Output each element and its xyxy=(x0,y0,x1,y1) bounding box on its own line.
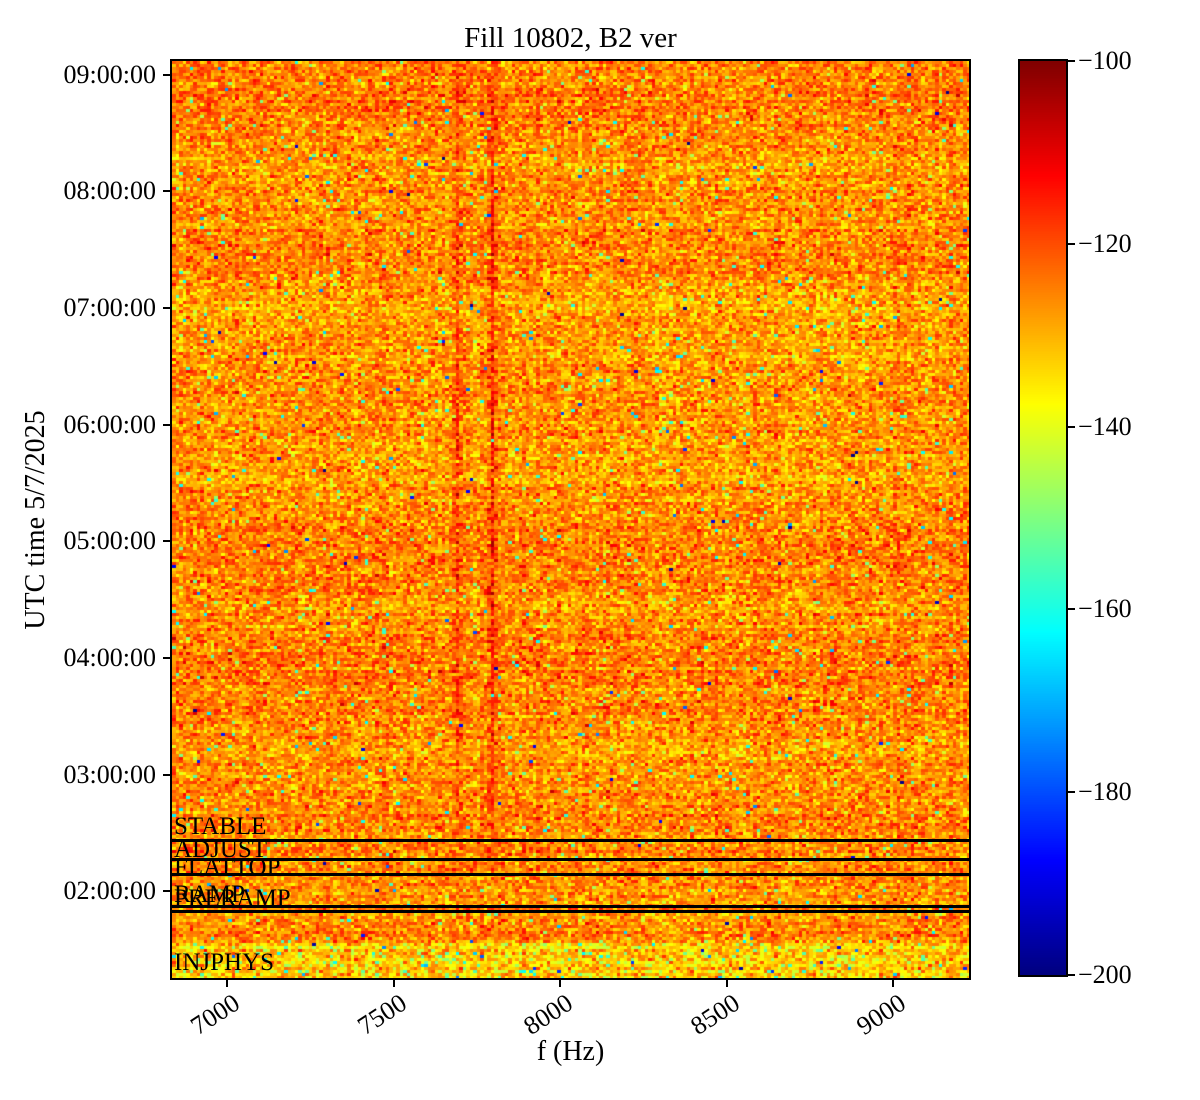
colorbar-tick-label: −100 xyxy=(1078,46,1132,75)
x-axis-label: f (Hz) xyxy=(536,1036,605,1067)
colorbar-tick-mark xyxy=(1068,242,1075,245)
colorbar-tick-mark xyxy=(1068,60,1075,62)
x-tick-mark xyxy=(892,980,894,987)
y-tick-mark xyxy=(163,73,170,76)
y-tick-mark xyxy=(163,423,170,426)
y-tick-mark xyxy=(163,306,170,309)
colorbar-canvas xyxy=(1020,61,1066,975)
colorbar-tick-label: −120 xyxy=(1078,228,1132,258)
colorbar xyxy=(1018,59,1068,977)
y-tick-mark xyxy=(163,890,170,893)
x-tick-mark xyxy=(725,980,728,987)
y-tick-label: 07:00:00 xyxy=(63,292,156,322)
spectrogram-plot-area xyxy=(170,59,971,980)
y-tick-label: 09:00:00 xyxy=(63,59,156,89)
y-axis-label: UTC time 5/7/2025 xyxy=(20,410,51,630)
x-tick-mark xyxy=(226,980,228,987)
y-tick-label: 04:00:00 xyxy=(63,643,156,672)
y-tick-mark xyxy=(163,657,170,659)
y-tick-mark xyxy=(163,540,170,543)
colorbar-tick-label: −140 xyxy=(1078,411,1132,441)
y-tick-mark xyxy=(163,773,170,776)
colorbar-tick-label: −200 xyxy=(1078,960,1132,989)
colorbar-tick-label: −180 xyxy=(1078,777,1132,807)
plot-title: Fill 10802, B2 ver xyxy=(464,22,677,54)
colorbar-tick-mark xyxy=(1068,974,1075,976)
colorbar-tick-mark xyxy=(1068,608,1075,611)
y-tick-mark xyxy=(163,190,170,193)
y-tick-label: 03:00:00 xyxy=(63,759,156,789)
y-tick-label: 02:00:00 xyxy=(63,876,156,906)
spectrogram-canvas xyxy=(172,61,969,978)
colorbar-tick-label: −160 xyxy=(1078,594,1132,624)
colorbar-tick-mark xyxy=(1068,791,1075,794)
colorbar-tick-mark xyxy=(1068,425,1075,428)
x-tick-mark xyxy=(392,980,395,987)
y-tick-label: 08:00:00 xyxy=(63,176,156,206)
x-tick-mark xyxy=(559,980,561,987)
